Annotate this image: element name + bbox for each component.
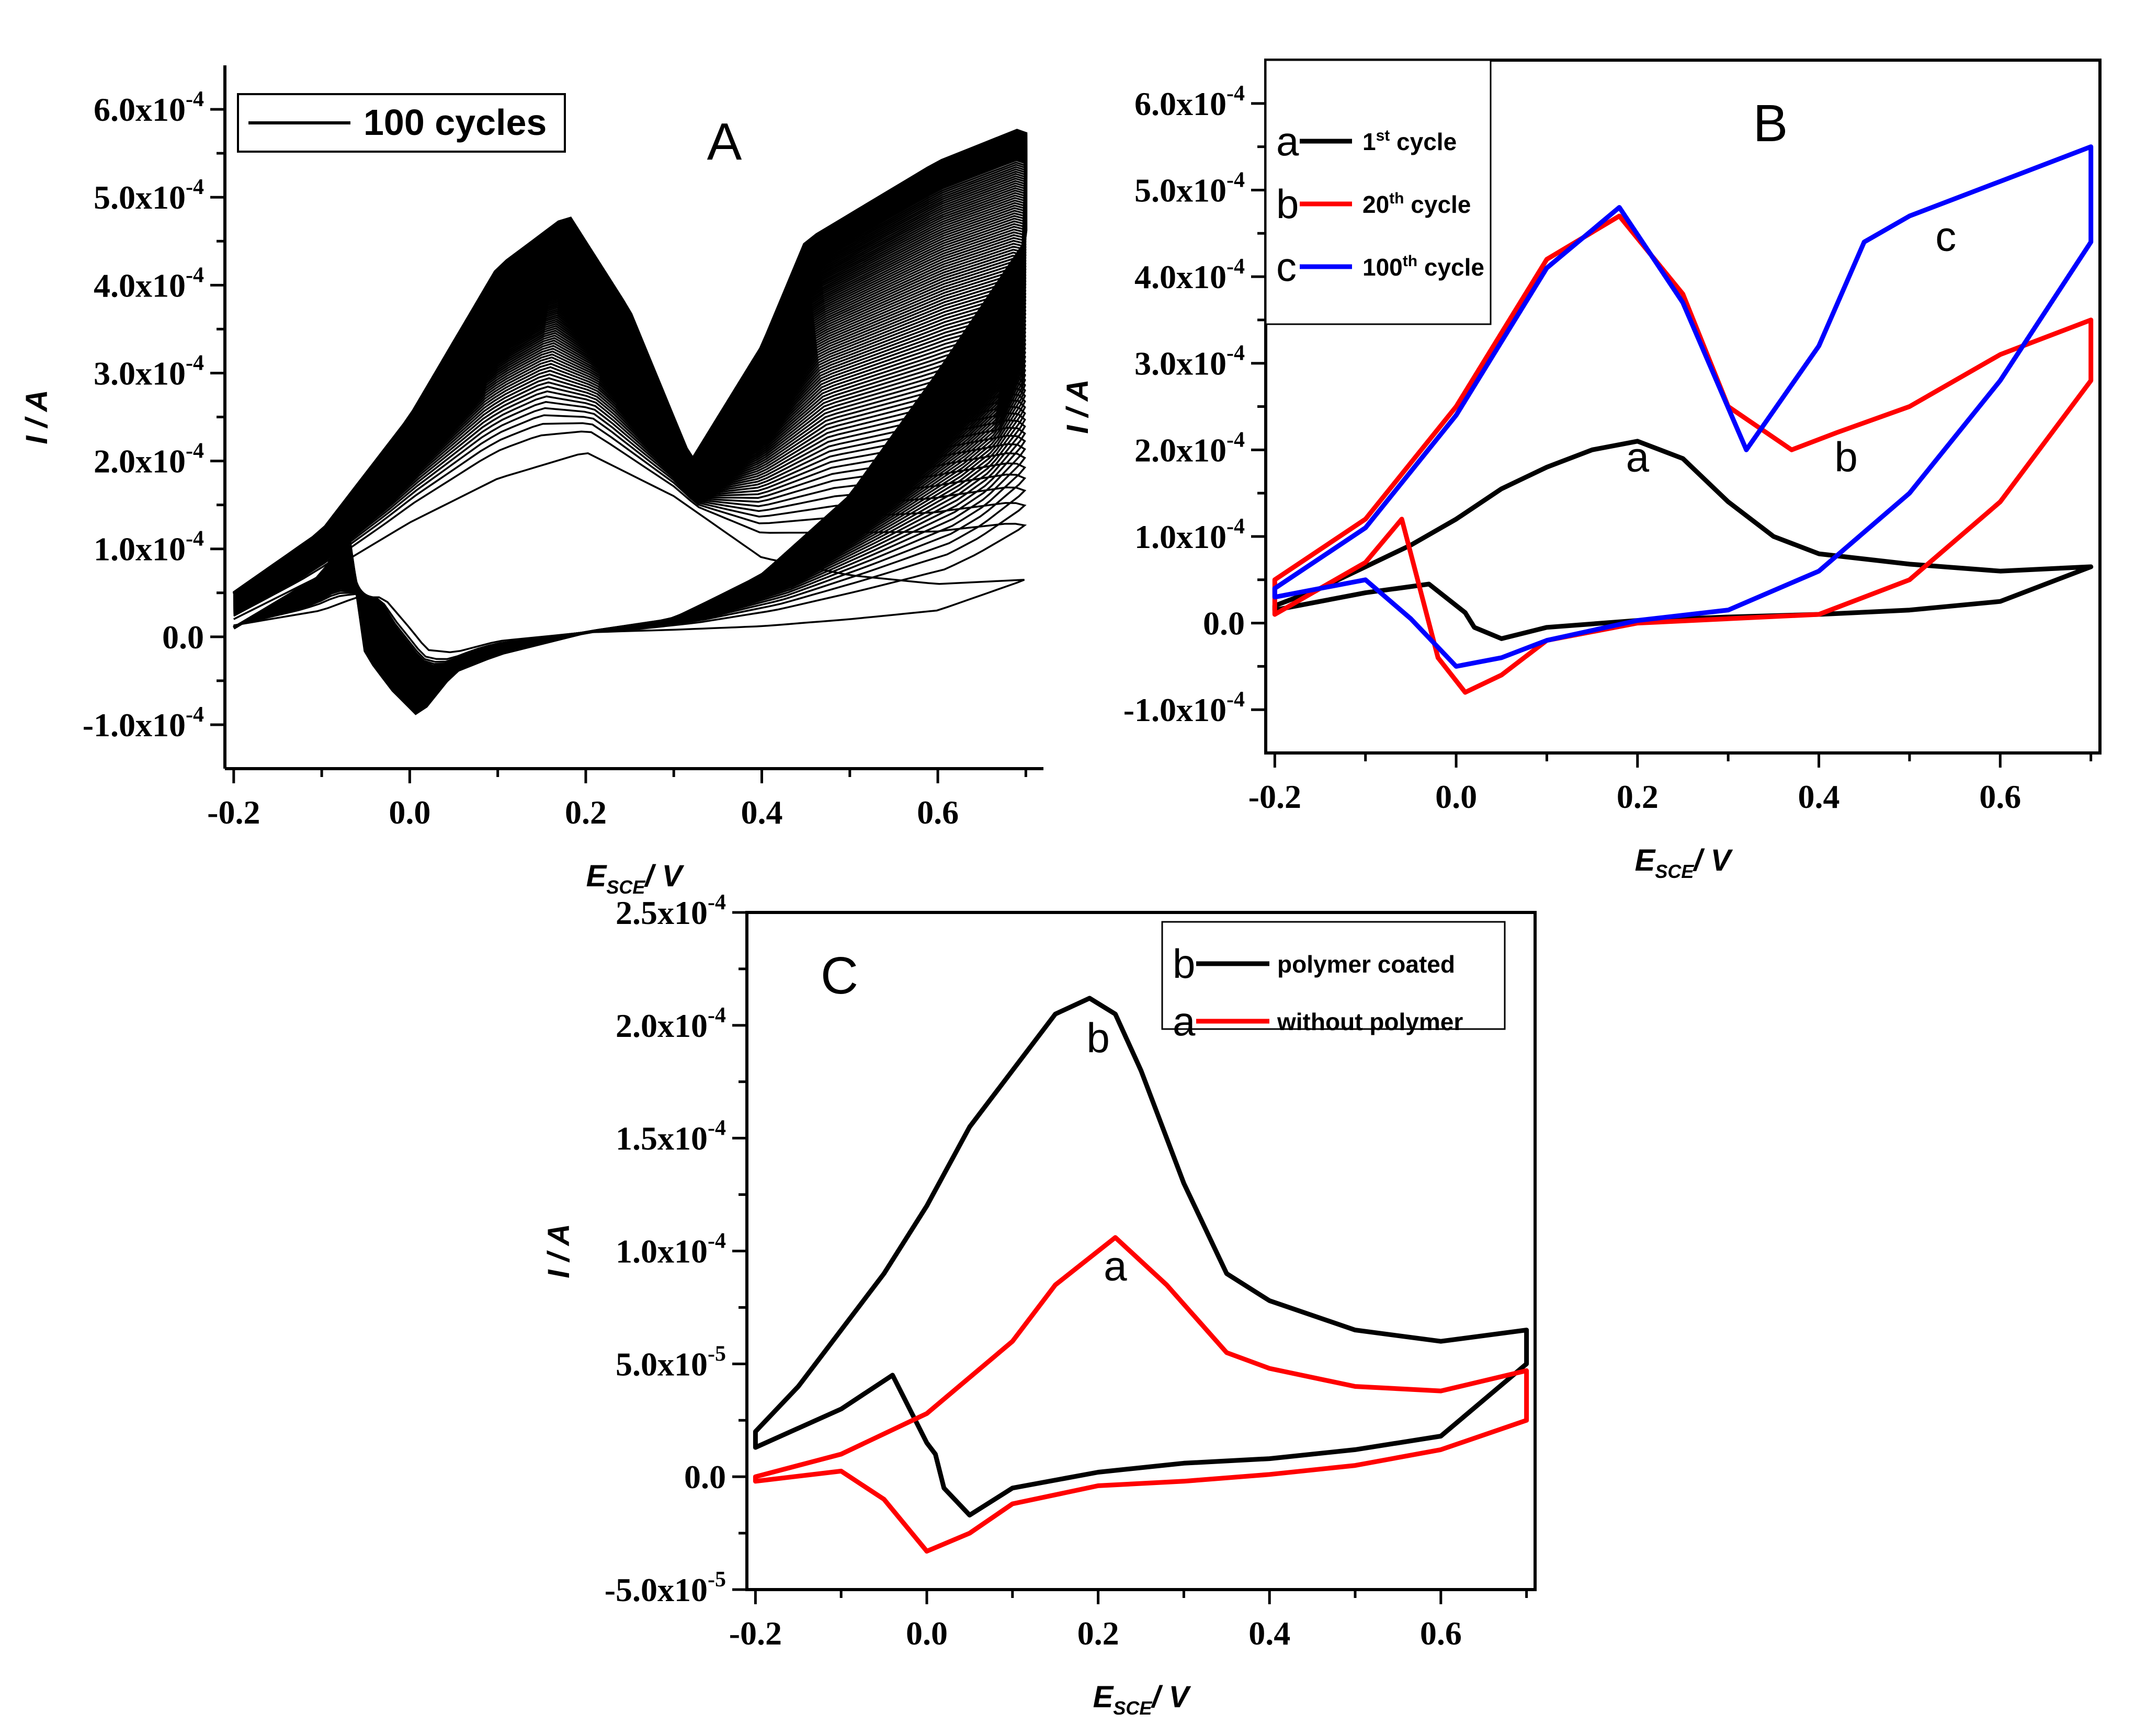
- x-tick-label: -0.2: [1248, 778, 1301, 815]
- x-tick-label: -0.2: [729, 1615, 782, 1652]
- y-axis-label: I / A: [20, 390, 54, 444]
- panel-label: A: [707, 112, 742, 171]
- y-tick-label: 3.0x10-4: [94, 351, 204, 392]
- y-tick-label: 5.0x10-4: [94, 175, 204, 216]
- y-tick-label: 2.5x10-4: [616, 890, 726, 931]
- panel-label: C: [821, 946, 858, 1005]
- x-tick-label: 0.4: [1798, 778, 1840, 815]
- x-tick-label: 0.2: [1617, 778, 1659, 815]
- x-tick-label: 0.4: [1248, 1615, 1290, 1652]
- legend-letter: a: [1276, 118, 1299, 164]
- y-tick-label: 5.0x10-5: [616, 1342, 726, 1383]
- legend-label: polymer coated: [1277, 951, 1455, 978]
- cycle-curve: [233, 452, 1025, 654]
- x-tick-label: 0.2: [565, 794, 607, 831]
- x-tick-label: 0.4: [741, 794, 783, 831]
- y-tick-label: 6.0x10-4: [94, 87, 204, 128]
- legend-box: [1265, 59, 1492, 325]
- cycle-curves: [233, 129, 1028, 715]
- y-axis-label: I / A: [542, 1224, 576, 1278]
- y-tick-label: 5.0x10-4: [1134, 168, 1245, 209]
- legend-letter: b: [1276, 181, 1299, 227]
- legend-letter: a: [1173, 998, 1196, 1044]
- series-line-a: [753, 1235, 1529, 1554]
- curve-label-a: a: [1626, 434, 1650, 481]
- panel-c: ba-0.2 0.0 0.2 0.4 0.6-5.0x10-50.05.0x10-51.…: [542, 890, 1537, 1719]
- y-tick-label: 1.0x10-4: [616, 1229, 726, 1270]
- series-line-b: [1272, 213, 2094, 695]
- series-line-b: [753, 996, 1529, 1518]
- legend-label: without polymer: [1277, 1008, 1463, 1035]
- y-tick-label: 2.0x10-4: [616, 1003, 726, 1044]
- x-tick-label: 0.0: [1435, 778, 1477, 815]
- y-tick-label: -5.0x10-5: [605, 1568, 726, 1608]
- y-tick-label: 4.0x10-4: [94, 263, 204, 304]
- x-tick-label: 0.0: [906, 1615, 948, 1652]
- y-tick-label: 1.0x10-4: [94, 527, 204, 568]
- legend-box: [1161, 921, 1506, 1030]
- x-axis-label: ESCE/ V: [586, 859, 685, 898]
- curve-label-b: b: [1834, 434, 1858, 481]
- y-tick-label: 1.0x10-4: [1134, 515, 1245, 555]
- y-tick-label: 2.0x10-4: [94, 439, 204, 480]
- curve-label-b: b: [1086, 1015, 1110, 1061]
- curve-label-a: a: [1104, 1243, 1127, 1289]
- y-tick-label: 4.0x10-4: [1134, 255, 1245, 295]
- legend-letter: c: [1276, 244, 1297, 290]
- x-tick-label: 0.0: [389, 794, 430, 831]
- curve-label-c: c: [1935, 213, 1956, 259]
- legend-label: 1st cycle: [1362, 127, 1457, 155]
- legend-label: 20th cycle: [1362, 190, 1471, 218]
- y-tick-label: 3.0x10-4: [1134, 341, 1245, 382]
- y-tick-label: 0.0: [162, 619, 204, 656]
- x-tick-label: 0.2: [1077, 1615, 1119, 1652]
- y-axis-label: I / A: [1061, 379, 1095, 433]
- series-line-c: [1272, 144, 2094, 669]
- y-tick-label: 1.5x10-4: [616, 1116, 726, 1157]
- x-tick-label: 0.6: [1979, 778, 2021, 815]
- legend-label: 100 cycles: [364, 102, 547, 143]
- y-tick-label: 0.0: [1203, 605, 1245, 642]
- panel-label: B: [1753, 94, 1788, 153]
- y-tick-label: -1.0x10-4: [83, 703, 204, 744]
- panel-b: a bc-0.2 0.0 0.2 0.4 0.6-1.0x10-40.01.0x10-42…: [1061, 59, 2102, 882]
- y-tick-label: 0.0: [684, 1458, 726, 1495]
- panel-a: -0.2 0.0 0.2 0.4 0.6 -1.0x10-4 0.0 1.0x10-4 2.0x…: [20, 65, 1043, 898]
- legend-label: 100th cycle: [1362, 253, 1484, 281]
- legend-letter: b: [1173, 941, 1195, 987]
- x-axis-label: ESCE/ V: [1093, 1680, 1191, 1719]
- y-tick-label: 2.0x10-4: [1134, 428, 1245, 469]
- cycle-curve: [233, 129, 1028, 715]
- y-tick-label: 6.0x10-4: [1134, 82, 1245, 122]
- x-axis-label: ESCE/ V: [1635, 843, 1733, 882]
- x-tick-label: 0.6: [917, 794, 959, 831]
- x-tick-label: -0.2: [207, 794, 260, 831]
- x-tick-label: 0.6: [1420, 1615, 1462, 1652]
- y-tick-label: -1.0x10-4: [1123, 688, 1245, 728]
- series-line-a: [1272, 439, 2094, 641]
